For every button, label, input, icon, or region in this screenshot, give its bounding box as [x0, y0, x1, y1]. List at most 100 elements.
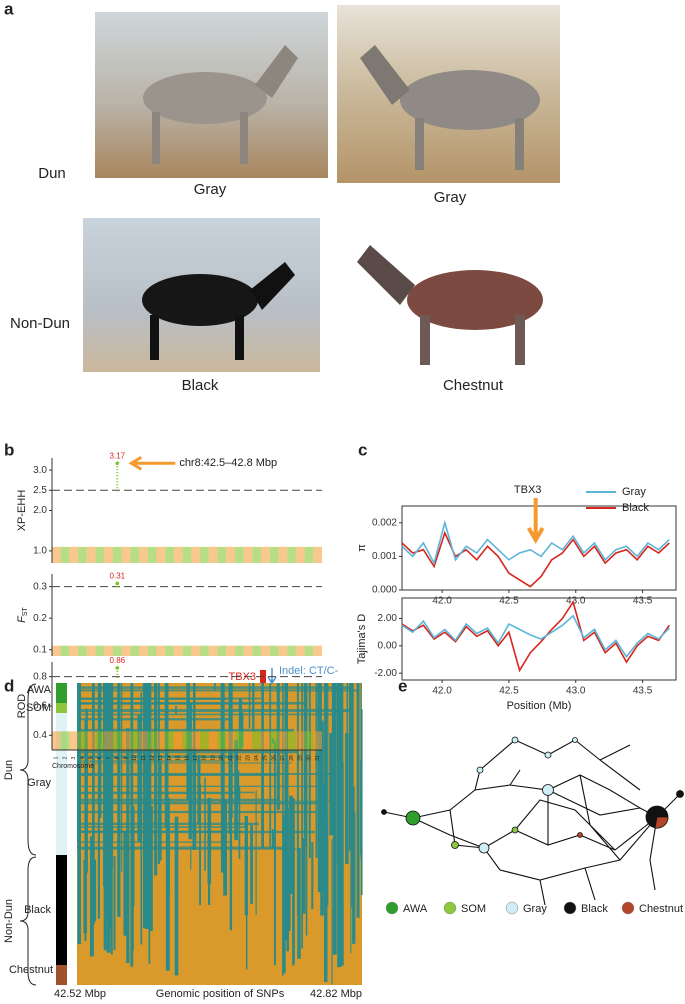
x-axis-label: Position (Mb) [507, 700, 572, 712]
x-tick-label: 43.5 [633, 596, 653, 607]
heatmap-row [77, 800, 333, 802]
heatmap-stripe [113, 856, 116, 951]
chromosome-band [52, 645, 61, 656]
chromosome-band [104, 546, 113, 563]
heatmap-stripe [208, 819, 211, 905]
heatmap-stripe [94, 859, 97, 922]
heatmap-stripe [105, 683, 109, 859]
x-axis-label: Chromosome [52, 763, 94, 770]
heatmap-stripe [108, 723, 111, 871]
chromosome-band [182, 731, 192, 750]
population-label: SOM [26, 702, 51, 714]
legend-label: Gray [523, 903, 547, 915]
axis-label: Genomic position of SNPs [156, 988, 285, 1000]
heatmap-stripe [83, 859, 88, 934]
chromosome-band [112, 645, 122, 656]
chromosome-band [165, 546, 174, 563]
chromosome-band [86, 546, 96, 563]
chromosome-band [226, 546, 235, 563]
x-tick-label: 11 [141, 755, 147, 760]
y-axis-label: π [356, 544, 368, 552]
heatmap-stripe [252, 683, 255, 732]
heatmap-row [77, 826, 246, 828]
heatmap-stripe [352, 811, 356, 944]
chromosome-band [304, 731, 314, 750]
heatmap-stripe [255, 790, 257, 915]
x-tick-label: 10 [132, 755, 138, 761]
y-axis-label-main: XP-EHH [16, 490, 28, 532]
series-line [401, 519, 670, 566]
x-tick-label: 42.0 [432, 596, 452, 607]
chromosome-band [60, 731, 70, 750]
heatmap-stripe [190, 845, 192, 870]
heatmap-row [77, 689, 360, 692]
heatmap-stripe [301, 683, 303, 949]
y-tick-label: 1.0 [33, 546, 47, 557]
heatmap-row [77, 798, 280, 801]
y-tick-label: 0.2 [33, 613, 47, 624]
legend-label: Chestnut [639, 903, 683, 915]
chromosome-band [78, 645, 87, 656]
heatmap-stripe [284, 753, 288, 932]
heatmap-stripe [199, 783, 201, 906]
brace [19, 856, 37, 986]
chromosome-band [295, 731, 305, 750]
chromosome-band [252, 546, 262, 563]
panel-label: c [358, 440, 367, 459]
x-tick-label: 42.5 [499, 686, 519, 697]
chromosome-band [217, 731, 227, 750]
x-tick-label: 3 [71, 756, 77, 759]
heatmap-stripe [103, 683, 106, 887]
chromosome-band [60, 546, 70, 563]
chromosome-band [121, 731, 131, 750]
heatmap-stripe [345, 733, 349, 864]
heatmap-stripe [350, 791, 352, 954]
x-tick-label: 42.0 [432, 686, 452, 697]
x-tick-label: 29 [298, 755, 304, 761]
heatmap-stripe [248, 683, 251, 729]
heatmap-stripe [274, 741, 276, 966]
y-axis-label: Tajima's D [356, 614, 368, 664]
chromosome-band [78, 546, 87, 563]
legend-label: SOM [461, 903, 486, 915]
heatmap-row [77, 785, 323, 788]
heatmap-stripe [250, 825, 253, 904]
heatmap-stripe [244, 815, 248, 916]
heatmap-stripe [321, 782, 325, 893]
legend-label: Black [581, 903, 608, 915]
y-axis-label-sub: ST [22, 606, 29, 616]
chromosome-band [182, 645, 192, 656]
chromosome-band [112, 546, 122, 563]
chromosome-band [139, 546, 148, 563]
heatmap-stripe [140, 692, 143, 945]
chromosome-band [121, 645, 131, 656]
y-tick-label: 2.5 [33, 485, 47, 496]
x-tick-label: 15 [176, 755, 182, 761]
chromosome-band [208, 731, 218, 750]
chromosome-band [243, 546, 253, 563]
x-tick-label: 24 [254, 755, 260, 761]
chromosome-band [95, 645, 105, 656]
heatmap-stripe [85, 708, 88, 873]
y-tick-label: 2.00 [378, 613, 398, 624]
heatmap-stripe [238, 698, 243, 750]
chromosome-band [261, 645, 270, 656]
heatmap-row [77, 822, 259, 826]
y-tick-label: 0.3 [33, 581, 47, 592]
heatmap-stripe [159, 760, 162, 861]
y-tick-label: 0.002 [372, 517, 397, 528]
axis-label: 42.82 Mbp [310, 988, 362, 1000]
population-label: Gray [27, 777, 51, 789]
chromosome-band [313, 731, 322, 750]
population-label: Black [24, 904, 51, 916]
chromosome-band [234, 546, 244, 563]
chromosome-band [278, 731, 288, 750]
heatmap-stripe [356, 683, 360, 918]
chromosome-band [156, 731, 166, 750]
population-bar [56, 683, 67, 703]
heatmap-stripe [188, 703, 192, 840]
y-axis-label-main: ROD [16, 694, 28, 719]
chromosome-band [69, 546, 79, 563]
chromosome-band [130, 731, 140, 750]
chromosome-band [104, 645, 113, 656]
